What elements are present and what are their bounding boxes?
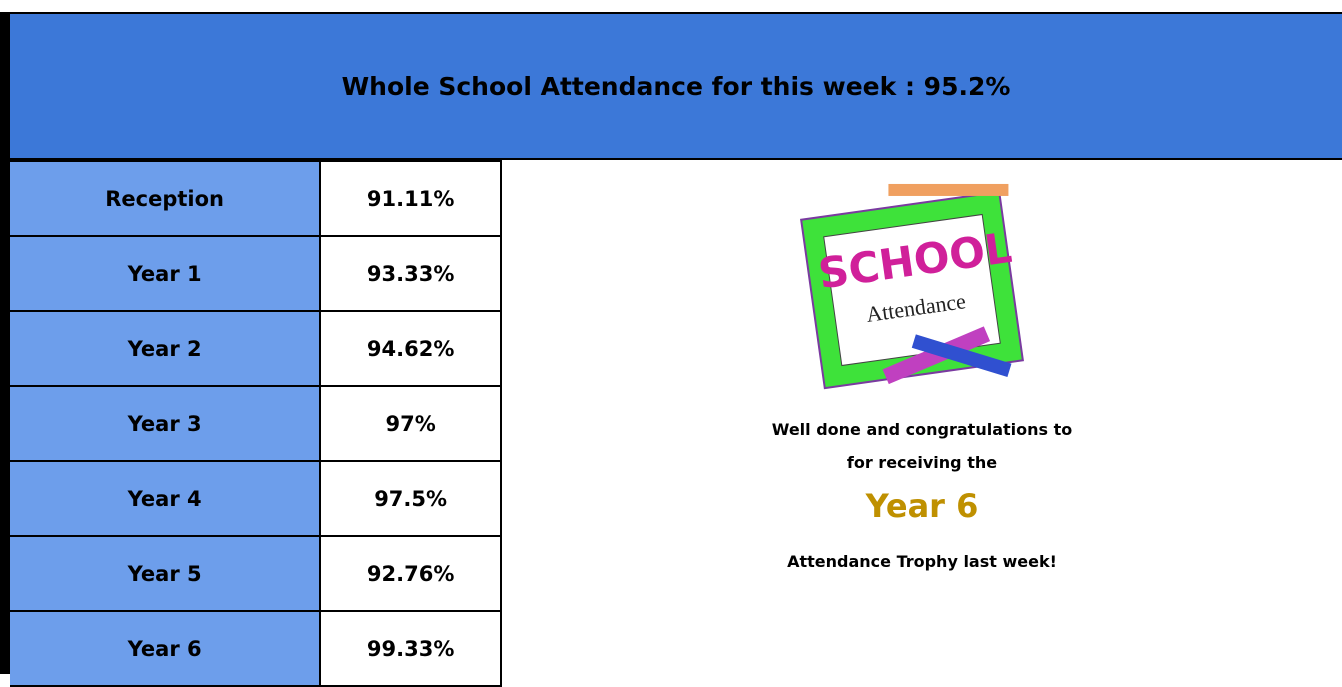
year-group: Year 1 [10,236,320,311]
attendance-value: 92.76% [320,536,501,611]
trophy-line: Attendance Trophy last week! [502,552,1342,571]
congrats-line: Well done and congratulations to [502,420,1342,439]
year-group: Year 6 [10,611,320,686]
attendance-value: 97% [320,386,501,461]
year-group: Reception [10,161,320,236]
attendance-value: 97.5% [320,461,501,536]
attendance-value: 93.33% [320,236,501,311]
header-title: Whole School Attendance for this week : … [10,14,1342,160]
attendance-value: 91.11% [320,161,501,236]
winner-class: Year 6 [502,487,1342,525]
page: Whole School Attendance for this week : … [0,0,1342,672]
school-attendance-clipart: SCHOOL Attendance [792,180,1042,400]
year-group: Year 2 [10,311,320,386]
year-group: Year 4 [10,461,320,536]
attendance-board: Whole School Attendance for this week : … [0,12,1342,674]
trophy-panel: SCHOOL Attendance Well done and congratu… [502,160,1342,674]
attendance-value: 94.62% [320,311,501,386]
year-group: Year 3 [10,386,320,461]
year-group: Year 5 [10,536,320,611]
congrats-line: for receiving the [502,453,1342,472]
attendance-value: 99.33% [320,611,501,686]
